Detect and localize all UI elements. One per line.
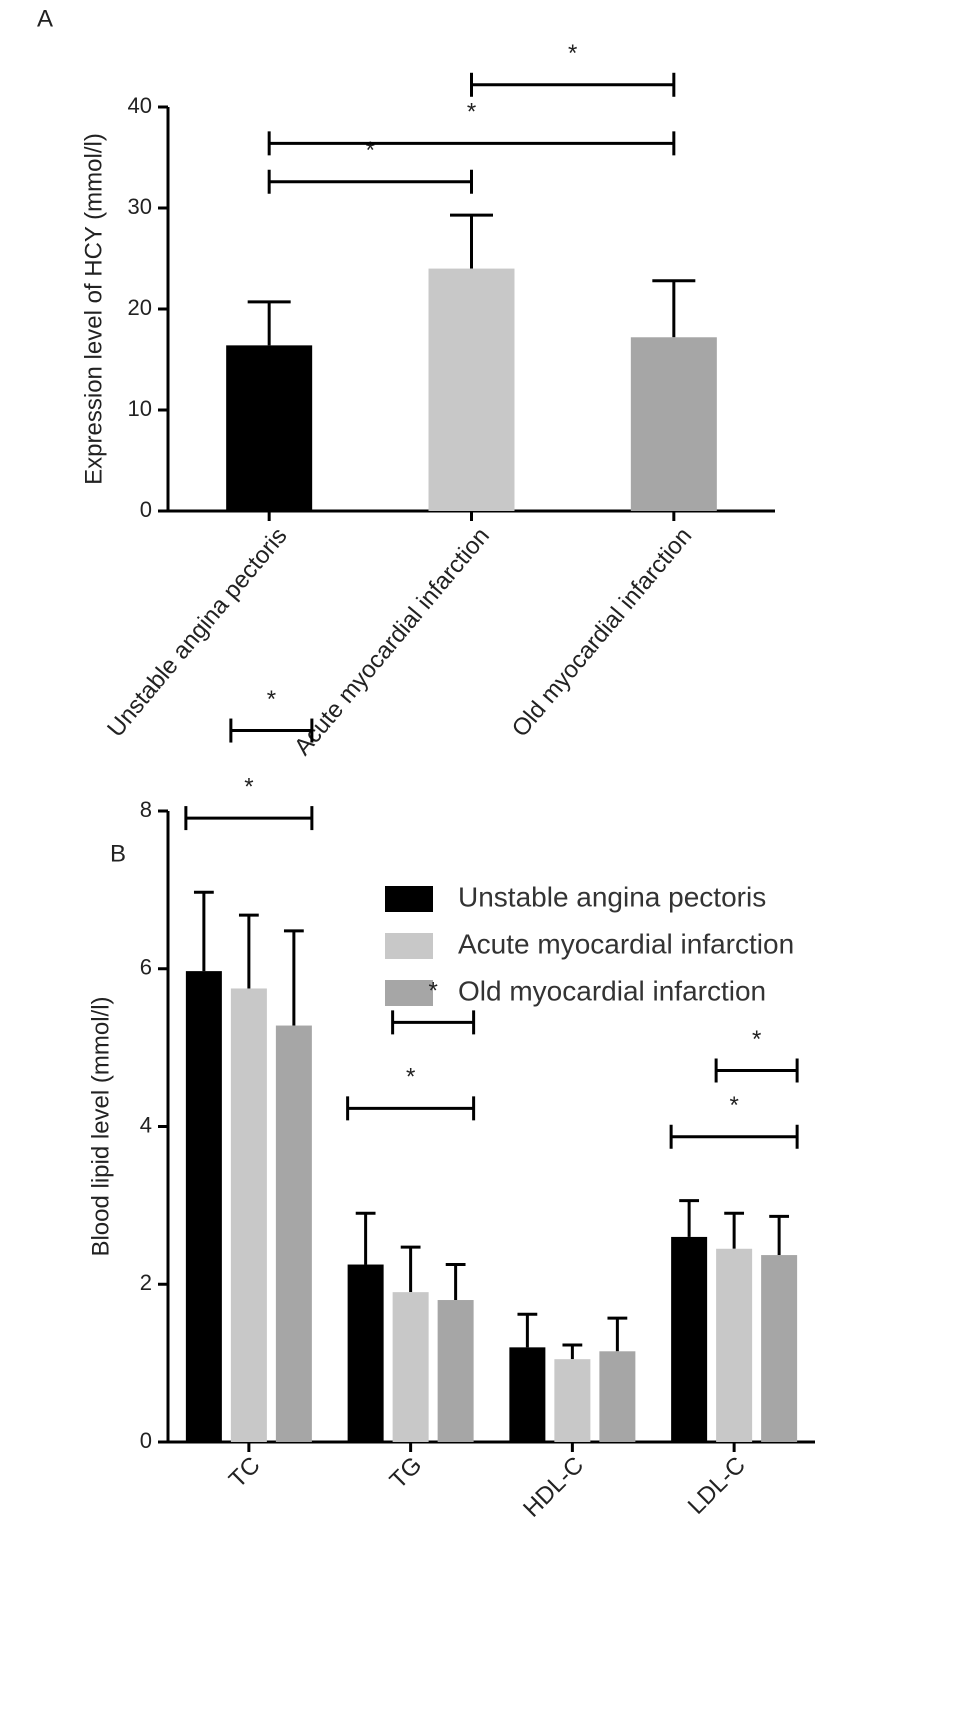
y-tick-label: 40 [128, 93, 152, 118]
y-tick-label: 8 [140, 797, 152, 822]
significance-label: * [267, 686, 276, 713]
significance-label: * [752, 1026, 761, 1053]
bar [230, 988, 267, 1442]
y-axis-title: Blood lipid level (mmol/l) [87, 996, 114, 1256]
bar [428, 268, 515, 511]
y-tick-label: 4 [140, 1112, 152, 1137]
bar [392, 1292, 429, 1442]
bar [509, 1347, 546, 1442]
panel-label: A [37, 5, 53, 32]
x-tick-label: TC [224, 1452, 266, 1494]
bar [554, 1359, 591, 1442]
significance-label: * [366, 137, 375, 164]
legend-swatch [385, 933, 433, 959]
legend-swatch [385, 980, 433, 1006]
x-tick-label: Acute myocardial infarction [289, 523, 495, 761]
panel-label: B [110, 840, 126, 867]
significance-label: * [568, 40, 577, 67]
y-tick-label: 30 [128, 194, 152, 219]
legend-swatch [385, 886, 433, 912]
bar [347, 1264, 384, 1442]
y-axis-title: Expression level of HCY (mmol/l) [80, 133, 107, 485]
bar [716, 1248, 753, 1442]
y-tick-label: 10 [128, 396, 152, 421]
x-tick-label: TG [385, 1452, 428, 1495]
bar [671, 1236, 708, 1442]
significance-label: * [428, 978, 437, 1005]
y-tick-label: 0 [140, 1428, 152, 1453]
legend-label: Old myocardial infarction [458, 975, 766, 1006]
x-tick-label: Unstable angina pectoris [102, 523, 292, 743]
significance-label: * [244, 773, 253, 800]
legend-label: Acute myocardial infarction [458, 928, 794, 959]
significance-label: * [467, 99, 476, 126]
bar [275, 1025, 312, 1442]
significance-label: * [406, 1064, 415, 1091]
x-tick-label: LDL-C [683, 1452, 751, 1520]
y-tick-label: 0 [140, 497, 152, 522]
y-tick-label: 6 [140, 955, 152, 980]
legend-label: Unstable angina pectoris [458, 881, 766, 912]
bar [599, 1351, 636, 1442]
y-tick-label: 2 [140, 1270, 152, 1295]
y-tick-label: 20 [128, 295, 152, 320]
x-tick-label: HDL-C [518, 1452, 589, 1523]
significance-label: * [729, 1092, 738, 1119]
bar [226, 345, 313, 511]
bar [761, 1255, 798, 1442]
bar [630, 337, 717, 511]
bar [437, 1300, 474, 1442]
x-tick-label: Old myocardial infarction [507, 523, 697, 743]
bar [185, 971, 222, 1442]
